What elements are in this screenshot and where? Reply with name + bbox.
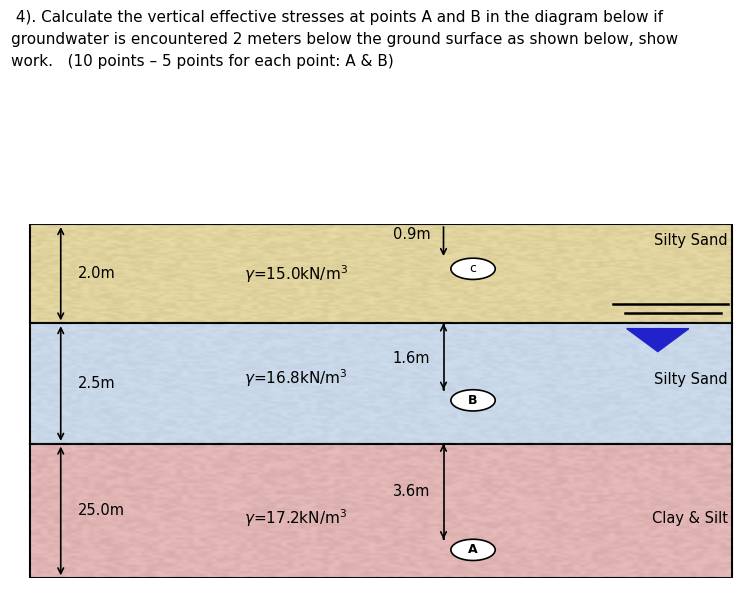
Bar [29,444,731,578]
Text: $\gamma$=16.8kN/m$^3$: $\gamma$=16.8kN/m$^3$ [244,368,348,389]
Polygon shape [627,329,689,352]
Circle shape [451,539,495,560]
Text: $\gamma$=15.0kN/m$^3$: $\gamma$=15.0kN/m$^3$ [244,263,348,284]
Text: A: A [468,543,478,556]
Bar [29,323,731,444]
Text: 4). Calculate the vertical effective stresses at points A and B in the diagram b: 4). Calculate the vertical effective str… [11,10,679,70]
Text: $\gamma$=17.2kN/m$^3$: $\gamma$=17.2kN/m$^3$ [244,507,347,529]
Text: Silty Sand: Silty Sand [654,372,728,388]
Text: 25.0m: 25.0m [78,503,124,519]
Text: 0.9m: 0.9m [393,227,431,242]
Text: 2.5m: 2.5m [78,376,115,391]
Text: 2.0m: 2.0m [78,266,115,281]
Text: B: B [468,394,478,407]
Circle shape [451,258,495,280]
Text: c: c [470,263,477,276]
Text: 1.6m: 1.6m [393,351,431,366]
Text: Silty Sand: Silty Sand [654,233,728,248]
Bar [29,224,731,323]
Circle shape [451,390,495,411]
Text: Clay & Silt: Clay & Silt [652,510,728,526]
Text: 3.6m: 3.6m [393,484,431,499]
